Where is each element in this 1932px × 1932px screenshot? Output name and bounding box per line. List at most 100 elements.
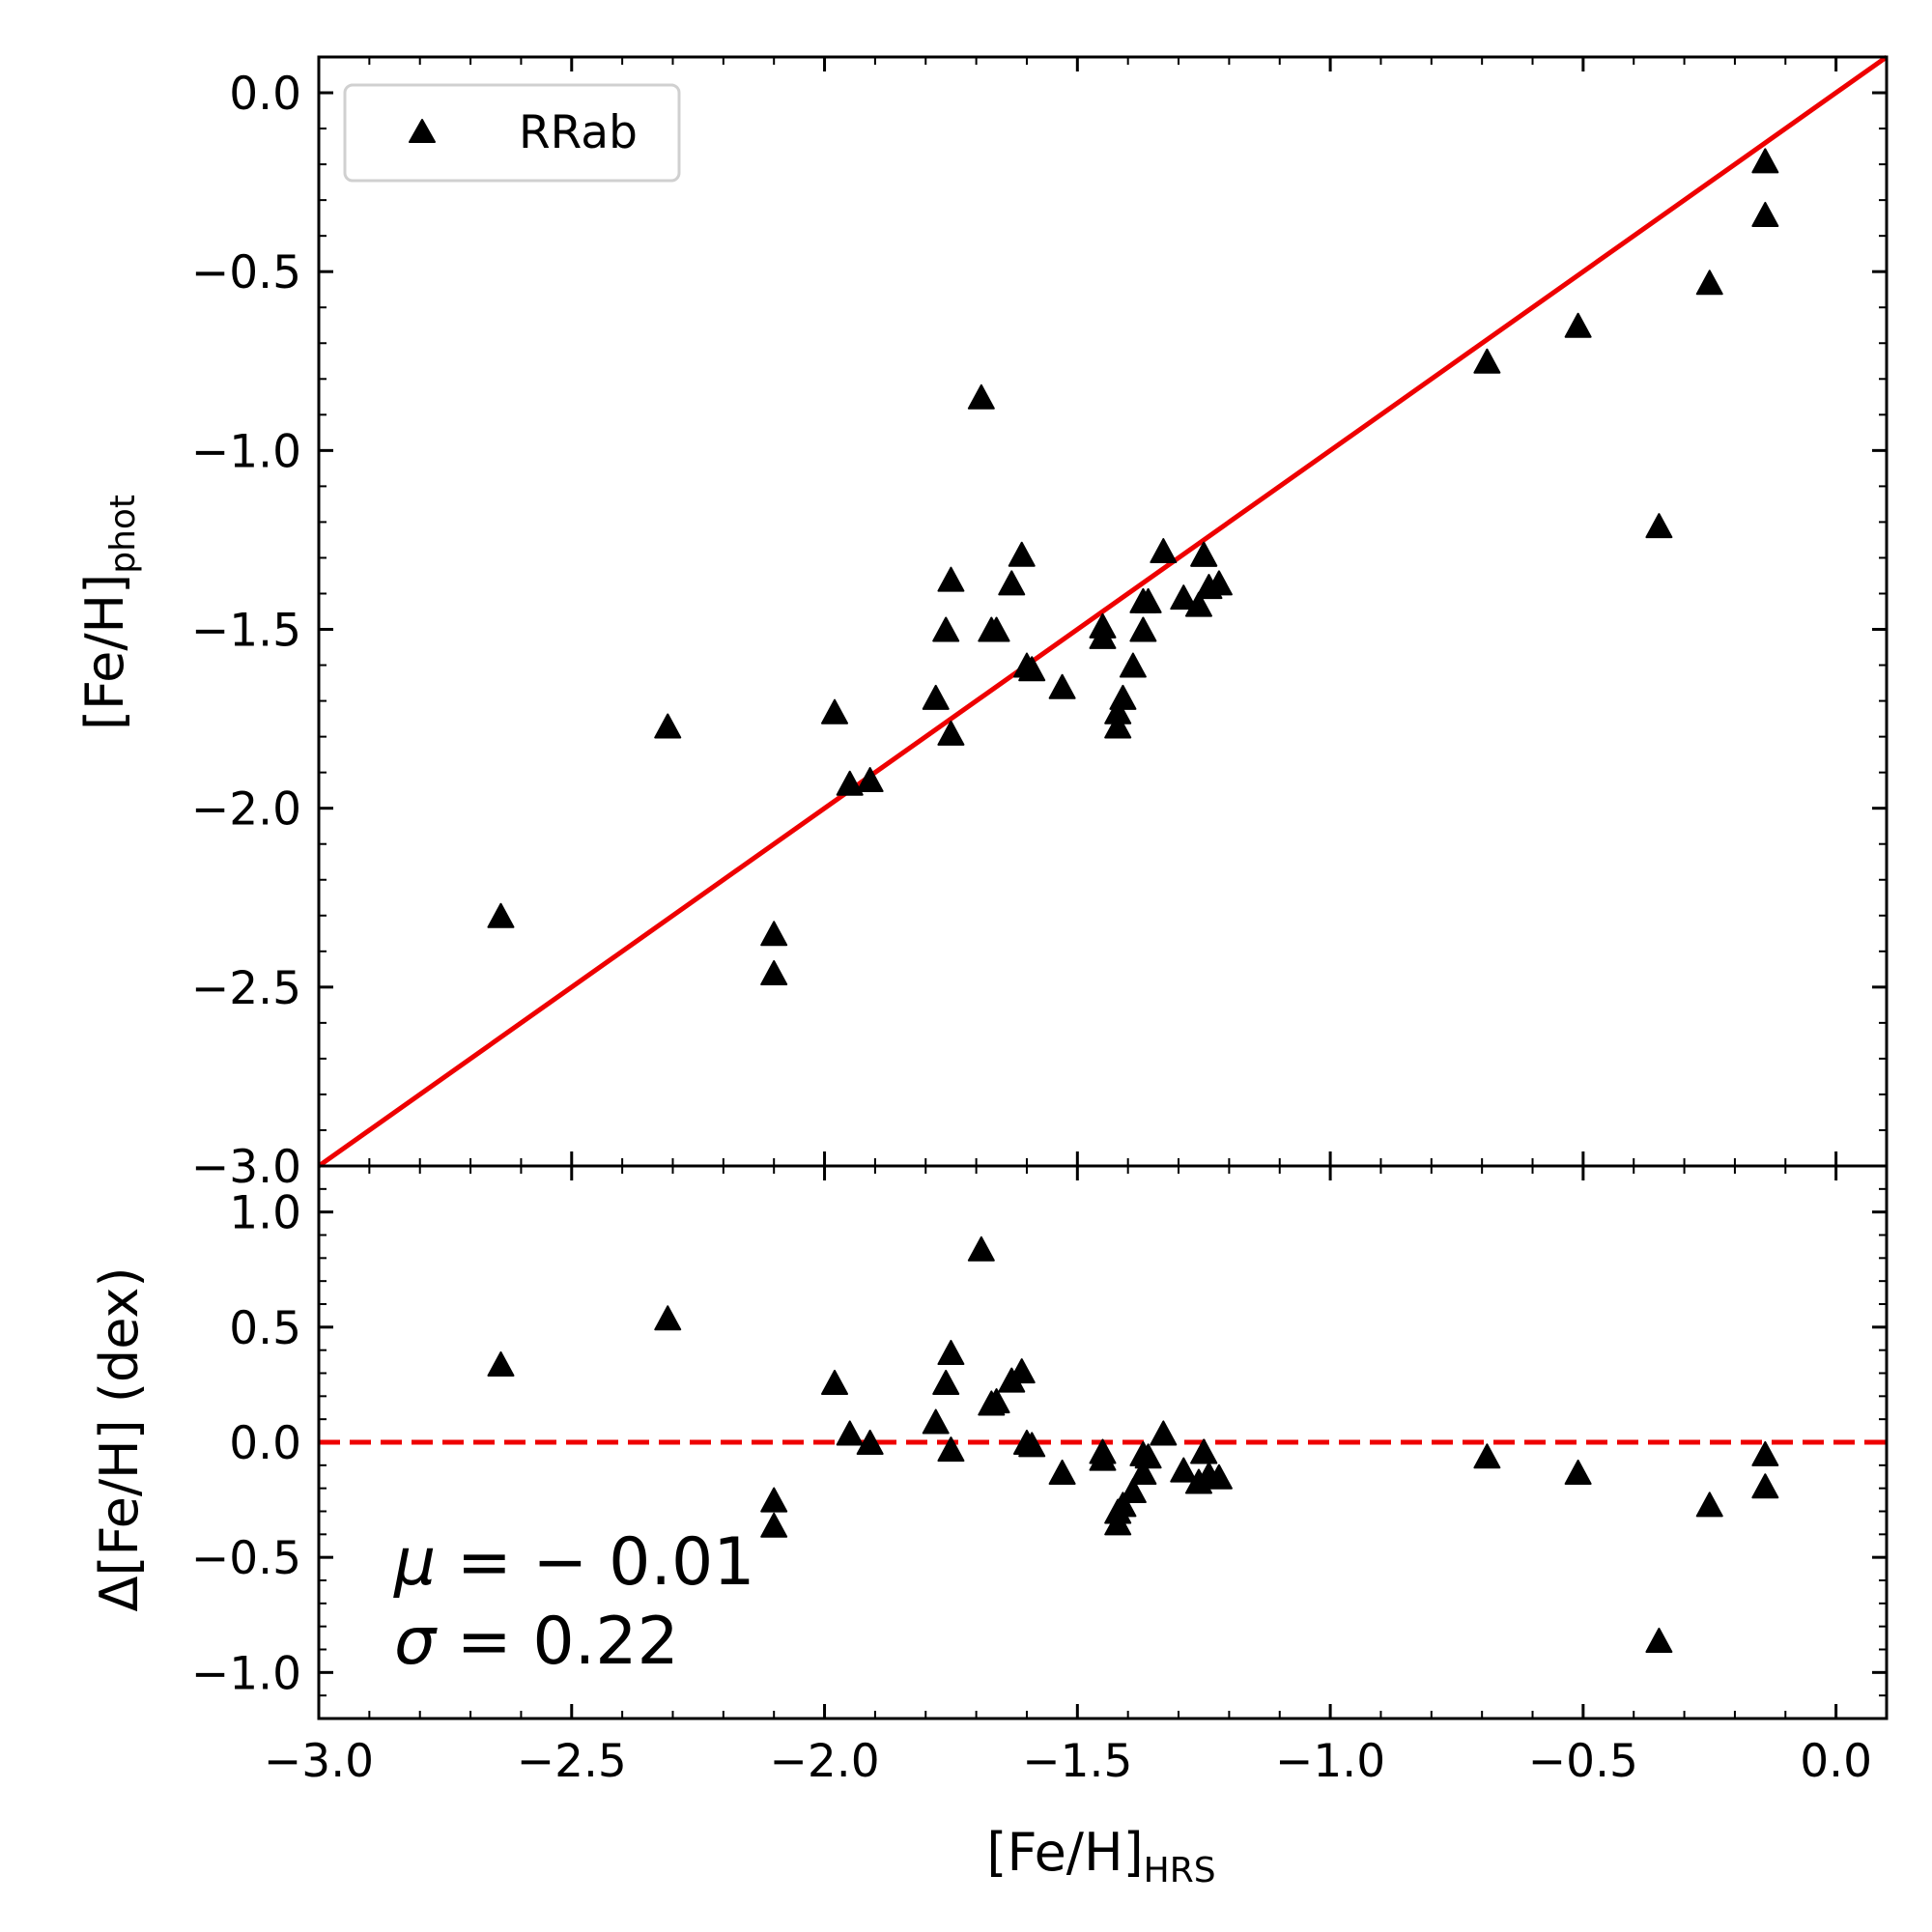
bottom-ytick-label: −1.0 [191, 1647, 301, 1700]
top-ytick-labels: 0.0 −0.5 −1.0 −1.5 −2.0 −2.5 −3.0 [191, 68, 301, 1194]
x-tick-label: −2.0 [769, 1735, 879, 1788]
bottom-data-point [760, 1487, 788, 1513]
bottom-data-point [487, 1350, 515, 1377]
bottom-data-point [1008, 1358, 1036, 1384]
bottom-data-point [1109, 1492, 1137, 1518]
bottom-data-point [836, 1420, 864, 1446]
top-data-point [1645, 513, 1673, 539]
top-data-point [654, 713, 682, 739]
x-tick-labels: −3.0 −2.5 −2.0 −1.5 −1.0 −0.5 0.0 [264, 1735, 1872, 1788]
top-data-point [1119, 652, 1147, 678]
top-data-point [932, 616, 960, 642]
bottom-data-point [1564, 1459, 1592, 1485]
top-data-point [1205, 570, 1233, 596]
x-tick-label: −1.5 [1022, 1735, 1132, 1788]
top-data-points [487, 148, 1779, 986]
x-tick-label: 0.0 [1800, 1735, 1872, 1788]
bottom-ytick-labels: 1.0 0.5 0.0 −0.5 −1.0 [191, 1187, 301, 1701]
bottom-ytick-label: 1.0 [229, 1187, 301, 1240]
top-data-point [1184, 591, 1212, 617]
top-ylabel-subscript: phot [103, 495, 143, 574]
top-data-point [937, 566, 965, 592]
top-data-point [1473, 348, 1501, 374]
bottom-data-point [1751, 1440, 1779, 1466]
x-tick-label: −0.5 [1528, 1735, 1638, 1788]
top-data-point [1018, 656, 1046, 682]
bottom-data-point [1170, 1457, 1198, 1483]
x-tick-label: −1.0 [1275, 1735, 1385, 1788]
bottom-ytick-label: −0.5 [191, 1532, 301, 1585]
bottom-panel-frame [317, 1164, 1889, 1720]
top-ytick-label: −2.0 [191, 783, 301, 837]
top-data-point [760, 960, 788, 986]
top-data-point [487, 902, 515, 928]
top-ytick-label: −3.0 [191, 1141, 301, 1194]
sigma-value: = 0.22 [436, 1604, 679, 1680]
sigma-annotation: σ = 0.22 [394, 1604, 679, 1680]
bottom-data-point [932, 1370, 960, 1396]
bottom-data-point [1150, 1420, 1178, 1446]
bottom-data-points [487, 1236, 1779, 1653]
top-ytick-label: −0.5 [191, 246, 301, 299]
bottom-data-point [1104, 1510, 1132, 1536]
x-tick-label: −2.5 [517, 1735, 627, 1788]
top-data-point [1104, 713, 1132, 739]
legend-triangle-marker [409, 119, 436, 143]
x-axis-label: [Fe/H]HRS [986, 1822, 1215, 1890]
bottom-panel: 1.0 0.5 0.0 −0.5 −1.0 −3.0 −2.5 −2.0 −1.5 −1.0 −0… [89, 1164, 1889, 1890]
top-ytick-label: −1.0 [191, 425, 301, 478]
top-data-point [1170, 584, 1198, 611]
legend-label: RRab [519, 106, 638, 159]
bottom-major-ticks [317, 1166, 1887, 1719]
bottom-data-point [1205, 1463, 1233, 1490]
mu-symbol: μ [393, 1524, 436, 1601]
bottom-ytick-label: 0.5 [229, 1302, 301, 1355]
top-ytick-label: −2.5 [191, 962, 301, 1015]
mu-annotation: μ = − 0.01 [393, 1524, 754, 1601]
top-data-point [982, 616, 1010, 642]
top-data-point [1190, 541, 1218, 567]
top-ylabel-main: [Fe/H] [74, 574, 135, 730]
x-tick-label: −3.0 [264, 1735, 374, 1788]
mu-value: = − 0.01 [436, 1524, 754, 1601]
xlabel-subscript: HRS [1144, 1851, 1216, 1890]
bottom-y-axis-label: Δ[Fe/H] (dex) [89, 1266, 150, 1611]
top-data-point [967, 384, 995, 410]
top-data-point [1564, 312, 1592, 338]
top-data-point [821, 698, 849, 724]
legend: RRab [343, 83, 681, 183]
top-y-axis-label: [Fe/H]phot [74, 495, 143, 730]
bottom-data-point [654, 1305, 682, 1331]
top-data-point [1751, 148, 1779, 174]
bottom-data-point [1473, 1443, 1501, 1469]
bottom-data-point [1048, 1459, 1076, 1485]
top-data-point [856, 767, 884, 793]
sigma-symbol: σ [394, 1604, 438, 1680]
bottom-data-point [1645, 1627, 1673, 1653]
top-data-point [1129, 616, 1157, 642]
bottom-data-point [1119, 1478, 1147, 1504]
top-data-point [1150, 538, 1178, 564]
legend-box [343, 83, 681, 183]
top-data-point [1134, 587, 1162, 613]
bottom-data-point [937, 1340, 965, 1366]
top-panel: 0.0 −0.5 −1.0 −1.5 −2.0 −2.5 −3.0 RRab [Fe/H]p… [74, 54, 1889, 1194]
bottom-data-point [821, 1370, 849, 1396]
top-data-point [1751, 201, 1779, 227]
top-data-point [1109, 684, 1137, 710]
top-data-point [922, 684, 950, 710]
top-data-point [1008, 541, 1036, 567]
top-data-point [836, 770, 864, 796]
bottom-data-point [760, 1512, 788, 1538]
bottom-data-point [922, 1408, 950, 1435]
top-data-point [1089, 623, 1117, 649]
top-data-point [1048, 673, 1076, 699]
top-data-point [760, 921, 788, 947]
bottom-data-point [1018, 1432, 1046, 1458]
top-ytick-label: 0.0 [229, 68, 301, 121]
xlabel-main: [Fe/H] [986, 1822, 1143, 1883]
top-data-point [998, 570, 1026, 596]
bottom-data-point [982, 1388, 1010, 1414]
